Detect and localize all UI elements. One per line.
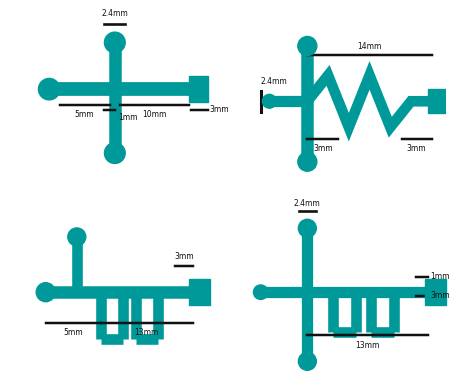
Text: 3mm: 3mm xyxy=(313,144,333,153)
Text: 1mm: 1mm xyxy=(430,272,449,281)
Text: 1mm: 1mm xyxy=(118,113,138,122)
Circle shape xyxy=(298,219,316,237)
Bar xyxy=(189,279,210,305)
Bar xyxy=(428,89,446,113)
Circle shape xyxy=(104,143,125,163)
Text: 2.4mm: 2.4mm xyxy=(294,199,321,207)
Text: 14mm: 14mm xyxy=(357,42,382,51)
Circle shape xyxy=(298,352,316,370)
Circle shape xyxy=(104,32,125,53)
Circle shape xyxy=(298,37,317,55)
Text: 3mm: 3mm xyxy=(406,144,426,153)
Text: 3mm: 3mm xyxy=(210,105,229,114)
Circle shape xyxy=(36,283,55,302)
Text: 2.4mm: 2.4mm xyxy=(261,77,287,86)
Circle shape xyxy=(298,152,317,171)
Bar xyxy=(189,76,208,102)
Text: 5mm: 5mm xyxy=(64,328,83,337)
Text: 5mm: 5mm xyxy=(74,110,93,119)
Bar xyxy=(425,279,446,305)
Circle shape xyxy=(254,285,268,300)
Circle shape xyxy=(38,78,60,100)
Circle shape xyxy=(68,228,86,246)
Text: 3mm: 3mm xyxy=(174,252,194,261)
Circle shape xyxy=(263,94,276,108)
Text: 13mm: 13mm xyxy=(356,340,380,349)
Text: 3mm: 3mm xyxy=(430,291,450,300)
Text: 10mm: 10mm xyxy=(142,110,167,119)
Text: 2.4mm: 2.4mm xyxy=(101,9,128,18)
Text: 13mm: 13mm xyxy=(134,328,158,337)
